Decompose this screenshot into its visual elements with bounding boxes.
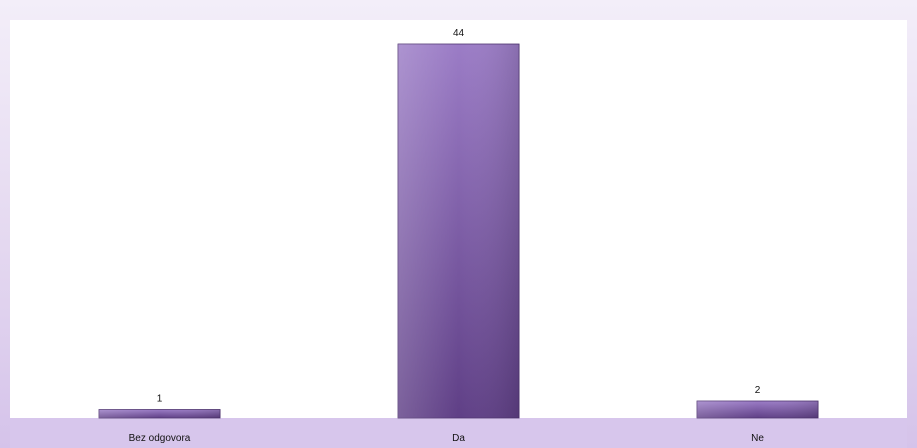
- data-label: 1: [157, 394, 163, 405]
- bar-shading: [697, 401, 819, 418]
- category-label: Ne: [751, 433, 764, 444]
- data-label: 44: [453, 28, 465, 39]
- category-label: Da: [452, 433, 465, 444]
- data-label: 2: [755, 385, 761, 396]
- bar-da: [397, 43, 520, 419]
- category-axis-band: [10, 418, 907, 448]
- bar-shading: [99, 409, 221, 418]
- bar-bez-odgovora: [98, 409, 221, 419]
- bar-shading: [398, 44, 520, 418]
- category-label: Bez odgovora: [129, 433, 191, 444]
- bar-ne: [696, 400, 819, 419]
